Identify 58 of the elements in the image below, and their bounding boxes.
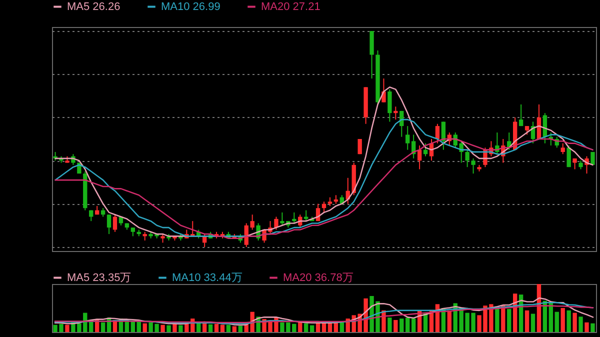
candlestick	[465, 149, 470, 168]
candlestick	[518, 104, 524, 127]
bar	[566, 310, 571, 332]
bar	[196, 323, 201, 332]
candlestick	[106, 214, 112, 235]
candlestick	[382, 78, 386, 103]
bar	[400, 318, 404, 332]
bar	[208, 324, 213, 332]
bar	[238, 326, 242, 332]
bar	[507, 308, 512, 332]
bar	[530, 314, 536, 332]
bar	[142, 323, 147, 332]
bar	[388, 318, 392, 332]
bar	[136, 321, 141, 332]
bar	[304, 323, 308, 332]
bar	[226, 324, 231, 332]
bar	[214, 324, 219, 332]
candlestick	[566, 144, 571, 168]
bar	[310, 325, 314, 332]
candlestick	[358, 138, 362, 155]
bar	[554, 312, 559, 332]
bar	[340, 322, 344, 332]
legend-label: MA10 33.44万	[172, 272, 242, 284]
bar	[495, 308, 500, 332]
bar	[65, 324, 70, 332]
bar	[166, 325, 171, 332]
legend-label: MA5 26.26	[67, 0, 120, 13]
candlestick	[388, 88, 392, 122]
candlestick	[370, 30, 374, 80]
candlestick	[112, 214, 118, 232]
bar	[572, 312, 577, 332]
candlestick	[250, 214, 254, 230]
legend-label: MA5 23.35万	[67, 272, 132, 284]
bar	[220, 324, 225, 332]
bar	[411, 318, 416, 332]
bar	[406, 318, 410, 332]
candlestick	[274, 216, 278, 230]
bar	[578, 316, 583, 332]
bar	[584, 322, 589, 332]
bar	[100, 322, 106, 332]
bar	[394, 320, 398, 332]
legend-label: MA10 26.99	[161, 0, 220, 13]
candlestick	[560, 142, 565, 155]
bar	[160, 324, 165, 332]
candlestick	[471, 158, 476, 174]
legend-label: MA20 36.78万	[283, 272, 354, 284]
candlestick	[406, 126, 410, 150]
bar	[328, 323, 332, 332]
bar	[560, 308, 565, 332]
bar	[178, 325, 183, 332]
bar	[232, 326, 237, 332]
candlestick	[435, 123, 440, 144]
candlestick	[441, 121, 446, 150]
bar	[298, 322, 302, 332]
bar	[590, 323, 595, 332]
legend-label: MA20 27.21	[261, 0, 320, 13]
bar	[184, 324, 189, 332]
bar	[524, 310, 530, 332]
